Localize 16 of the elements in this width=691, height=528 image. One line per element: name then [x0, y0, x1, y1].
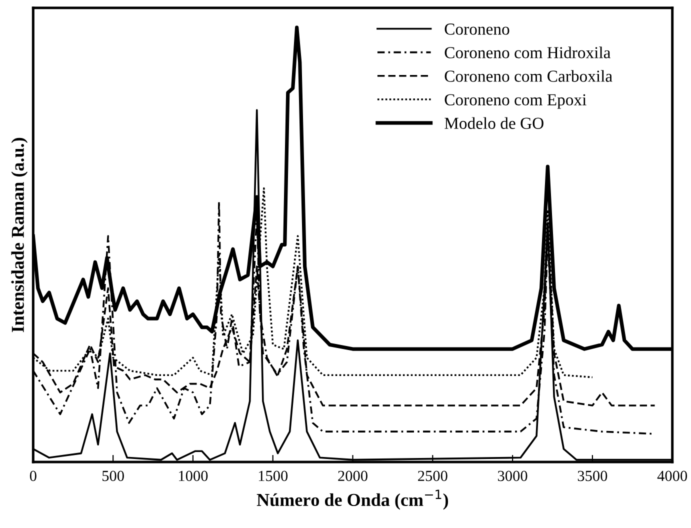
- legend-label: Coroneno com Hidroxila: [444, 46, 611, 58]
- x-tick-label: 1000: [179, 470, 208, 482]
- x-tick-label: 4000: [657, 470, 688, 482]
- x-tick-label: 500: [102, 470, 124, 482]
- legend-label: Coroneno com Carboxila: [444, 70, 612, 82]
- y-axis-title: Intensidade Raman (a.u.): [11, 138, 28, 332]
- x-tick-label: 1500: [258, 470, 288, 482]
- legend-label: Coroneno: [444, 24, 510, 35]
- x-tick-label: 0: [30, 470, 36, 482]
- x-tick-label: 3000: [498, 470, 528, 482]
- x-axis-title: Número de Onda (cm$^{−1}$): [256, 490, 448, 510]
- legend-label: Coroneno com Epoxi: [444, 94, 586, 109]
- legend-label: Modelo de GO: [444, 117, 544, 129]
- x-tick-label: 3500: [578, 470, 608, 482]
- x-tick-label: 2000: [338, 470, 368, 482]
- x-tick-label: 2500: [418, 470, 448, 482]
